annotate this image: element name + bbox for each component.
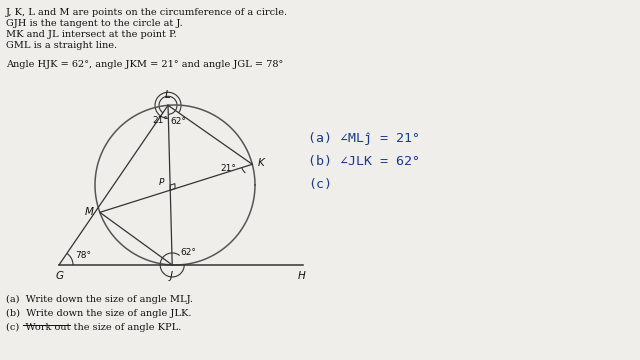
Text: (a)  Write down the size of angle MLJ.: (a) Write down the size of angle MLJ. <box>6 295 193 304</box>
Text: GML is a straight line.: GML is a straight line. <box>6 41 117 50</box>
Text: (b)  Write down the size of angle JLK.: (b) Write down the size of angle JLK. <box>6 309 191 318</box>
Text: M: M <box>85 207 94 217</box>
Text: 62°: 62° <box>171 117 186 126</box>
Text: H: H <box>298 271 306 281</box>
Text: K: K <box>257 158 264 168</box>
Text: GJH is the tangent to the circle at J.: GJH is the tangent to the circle at J. <box>6 19 183 28</box>
Text: (b) ∠JLK = 62°: (b) ∠JLK = 62° <box>308 155 420 168</box>
Text: (c)  Work out the size of angle KPL.: (c) Work out the size of angle KPL. <box>6 323 181 332</box>
Text: Angle HJK = 62°, angle JKM = 21° and angle JGL = 78°: Angle HJK = 62°, angle JKM = 21° and ang… <box>6 60 284 69</box>
Text: MK and JL intersect at the point P.: MK and JL intersect at the point P. <box>6 30 177 39</box>
Text: P: P <box>159 178 164 187</box>
Text: 62°: 62° <box>180 248 196 257</box>
Text: L: L <box>165 90 171 100</box>
Text: 21°: 21° <box>220 164 236 173</box>
Text: 78°: 78° <box>75 251 91 260</box>
Text: G: G <box>56 271 64 281</box>
Text: (c): (c) <box>308 178 332 191</box>
Text: J, K, L and M are points on the circumference of a circle.: J, K, L and M are points on the circumfe… <box>6 8 288 17</box>
Text: 21°: 21° <box>153 116 169 125</box>
Text: (a) ∠MLĵ = 21°: (a) ∠MLĵ = 21° <box>308 132 420 145</box>
Text: J: J <box>170 271 173 281</box>
